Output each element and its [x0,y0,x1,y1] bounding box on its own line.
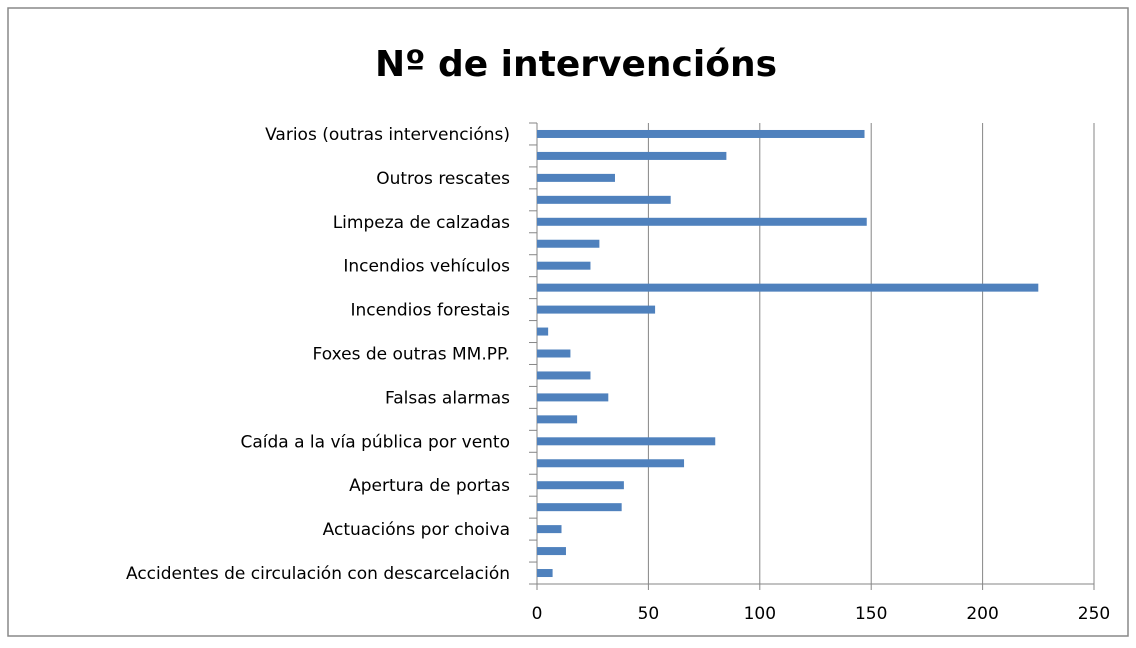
y-tick-label: Caída a la vía pública por vento [240,432,510,452]
y-tick-label: Apertura de portas [349,476,510,496]
bar [537,327,549,336]
y-tick-label: Incendios vehículos [343,257,510,277]
bar [537,305,656,314]
bar [537,173,615,182]
bar [537,437,716,446]
x-tick-label: 250 [1078,604,1110,624]
bar [537,217,867,226]
y-tick-label: Actuacións por choiva [323,520,510,540]
bar [537,547,566,556]
bar [537,459,685,468]
y-tick-label: Outros rescates [376,169,510,189]
chart-title: Nº de intervencións [375,44,777,85]
x-tick-label: 50 [638,604,660,624]
bar [537,283,1039,292]
x-tick-label: 0 [532,604,543,624]
bar [537,415,578,424]
bar [537,569,553,578]
x-tick-label: 150 [855,604,887,624]
y-tick-label: Incendios forestais [350,301,510,321]
bar [537,195,671,204]
y-tick-label: Falsas alarmas [385,388,510,408]
y-tick-label: Limpeza de calzadas [333,213,510,233]
bar [537,525,562,534]
x-tick-label: 100 [744,604,776,624]
chart-frame [7,7,1129,637]
bar [537,349,571,358]
y-tick-label: Varios (outras intervencións) [265,125,510,145]
x-tick-label: 200 [966,604,998,624]
bar [537,393,609,402]
bar [537,239,600,248]
bar [537,481,624,490]
bar [537,151,727,160]
bar [537,503,622,512]
y-tick-label: Foxes de outras MM.PP. [313,345,510,365]
bar [537,261,591,270]
bar [537,129,865,138]
bar [537,371,591,380]
y-tick-label: Accidentes de circulación con descarcela… [126,564,510,584]
